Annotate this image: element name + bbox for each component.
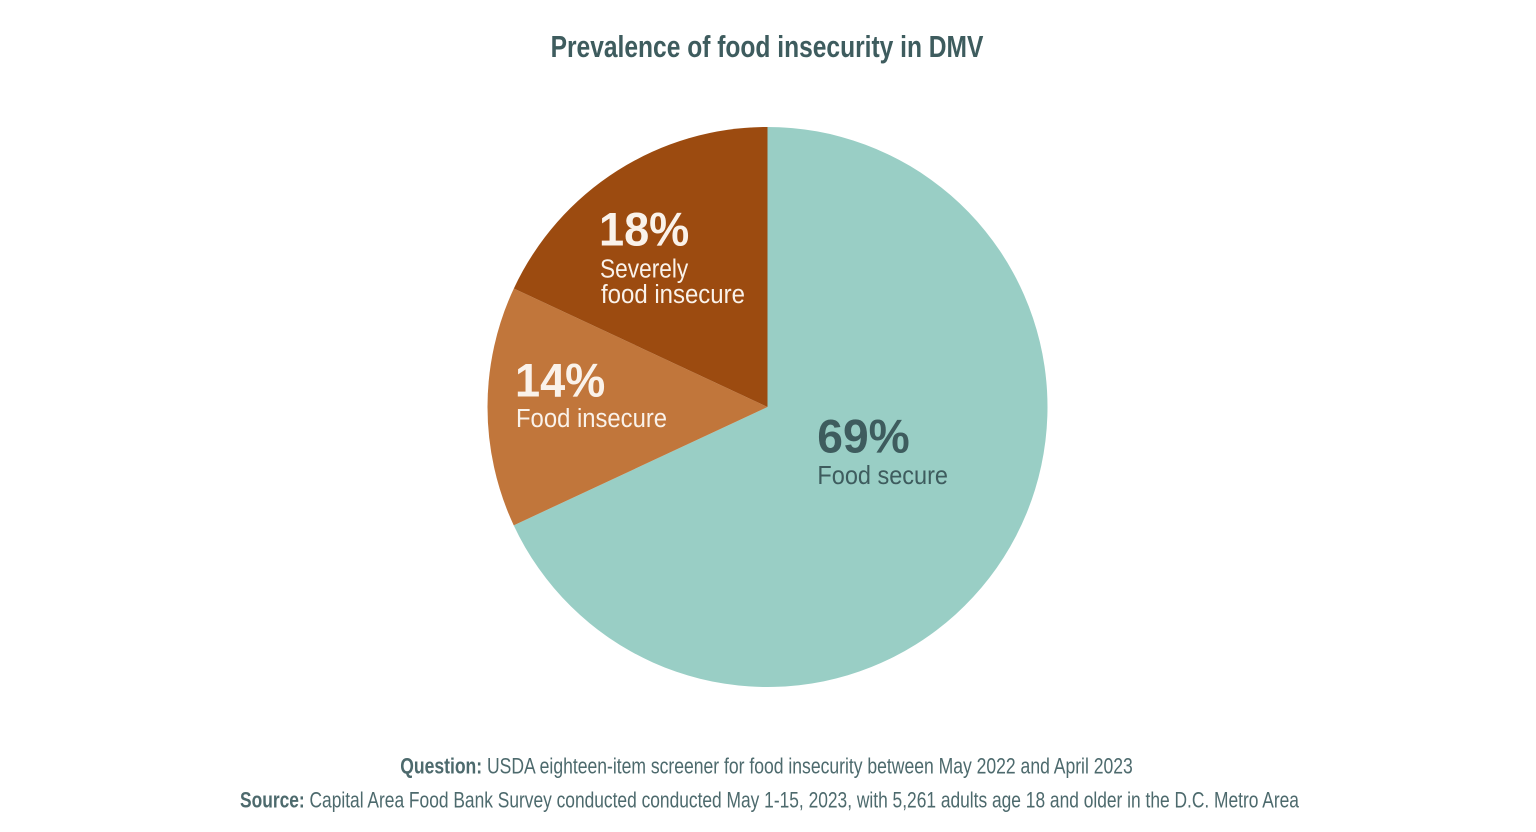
svg-text:18%: 18% (599, 203, 689, 256)
svg-text:Food secure: Food secure (817, 462, 948, 490)
svg-text:Severely: Severely (600, 255, 689, 284)
svg-text:food insecure: food insecure (601, 280, 745, 309)
svg-text:Question: USDA eighteen-item s: Question: USDA eighteen-item screener fo… (400, 755, 1133, 779)
svg-text:Source: Capital Area Food Bank: Source: Capital Area Food Bank Survey co… (240, 789, 1300, 813)
svg-text:69%: 69% (817, 410, 909, 462)
svg-text:Prevalence of food insecurity: Prevalence of food insecurity in DMV (551, 29, 984, 63)
svg-text:14%: 14% (515, 354, 605, 407)
svg-text:Food insecure: Food insecure (516, 404, 667, 433)
